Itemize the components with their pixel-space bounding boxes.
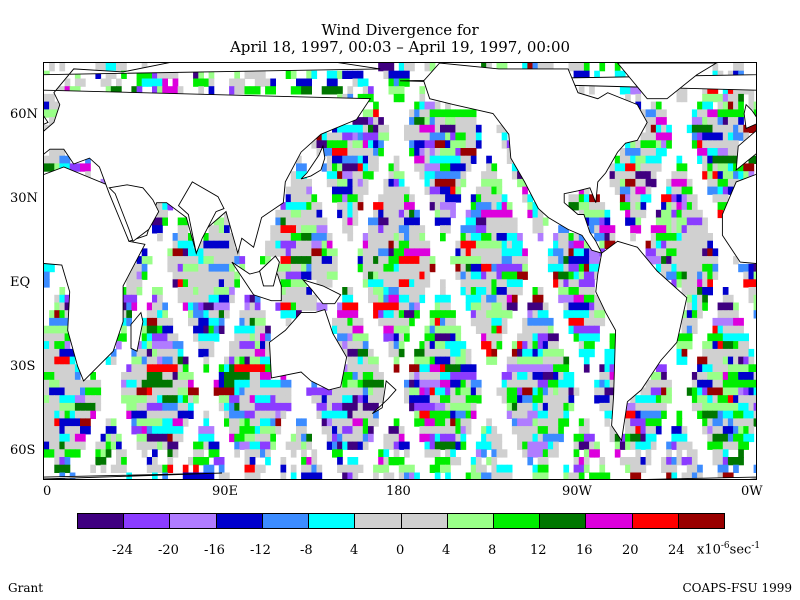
author-credit: Grant (8, 581, 44, 595)
eurasia-landmass (399, 74, 756, 172)
borneo-landmass (259, 255, 280, 287)
lon-label-90w: 90W (562, 484, 592, 499)
africa-landmass (721, 173, 756, 264)
colorbar-label: 12 (530, 543, 547, 558)
units-base: x10 (697, 542, 721, 558)
colorbar-swatch (540, 514, 587, 528)
colorbar-swatch (447, 514, 494, 528)
north-america-landmass (423, 63, 648, 254)
map-panel (43, 62, 757, 480)
colorbar-label: 4 (442, 543, 451, 558)
arabia-landmass (108, 184, 160, 243)
divergence-map (44, 63, 756, 479)
colorbar-label: -16 (204, 543, 225, 558)
colorbar-label: 0 (396, 543, 405, 558)
colorbar-label: 20 (622, 543, 639, 558)
uk-landmass (743, 103, 756, 130)
lat-label-60n: 60N (10, 107, 38, 122)
units-mid: sec (729, 542, 752, 558)
divergence-field (44, 63, 756, 479)
colorbar-label: -8 (300, 543, 313, 558)
colorbar-label: -12 (250, 543, 271, 558)
colorbar-label: 16 (576, 543, 593, 558)
colorbar-swatch (401, 514, 448, 528)
australia-landmass (269, 309, 348, 391)
colorbar-swatch (586, 514, 633, 528)
lat-label-60s: 60S (10, 443, 36, 458)
colorbar-swatch (632, 514, 679, 528)
source-credit: COAPS-FSU 1999 (682, 581, 793, 595)
antarctica-landmass (646, 476, 756, 479)
colorbar-swatch (493, 514, 541, 528)
colorbar-swatch (309, 514, 356, 528)
colorbar (77, 513, 725, 529)
lon-label-0w: 0W (741, 484, 763, 499)
new-guinea-landmass (301, 279, 342, 305)
lon-label-180: 180 (386, 484, 411, 499)
colorbar-swatch (170, 514, 217, 528)
chart-title: Wind Divergence for (321, 21, 479, 39)
india-landmass (177, 181, 225, 255)
units-exponent: -6 (720, 541, 730, 551)
africa-landmass (44, 166, 146, 382)
indonesia-landmass (231, 261, 282, 302)
south-america-landmass (595, 240, 688, 442)
colorbar-swatch (678, 514, 725, 528)
colorbar-label: 8 (488, 543, 497, 558)
lon-label-90e: 90E (212, 484, 239, 499)
lon-label-0: 0 (43, 484, 52, 499)
colorbar-swatch (262, 514, 310, 528)
madagascar-landmass (130, 311, 144, 352)
lat-label-30n: 30N (10, 191, 38, 206)
colorbar-swatch (355, 514, 402, 528)
colorbar-swatch (78, 514, 125, 528)
colorbar-swatch (124, 514, 171, 528)
antarctica-landmass (44, 472, 223, 479)
new-zealand-landmass (371, 379, 397, 414)
japan-landmass (300, 144, 326, 180)
units-exponent-2: -1 (751, 541, 761, 551)
colorbar-label: 4 (350, 543, 359, 558)
greenland-landmass (617, 63, 718, 100)
chart-subtitle: April 18, 1997, 00:03 – April 19, 1997, … (229, 38, 571, 56)
uk-landmass (44, 115, 49, 125)
colorbar-label: 24 (668, 543, 685, 558)
colorbar-label: -24 (112, 543, 133, 558)
colorbar-label: -20 (158, 543, 179, 558)
lat-label-eq: EQ (10, 275, 31, 290)
lat-label-30s: 30S (10, 359, 36, 374)
colorbar-units: x10-6sec-1 (697, 541, 760, 557)
colorbar-swatch (216, 514, 263, 528)
